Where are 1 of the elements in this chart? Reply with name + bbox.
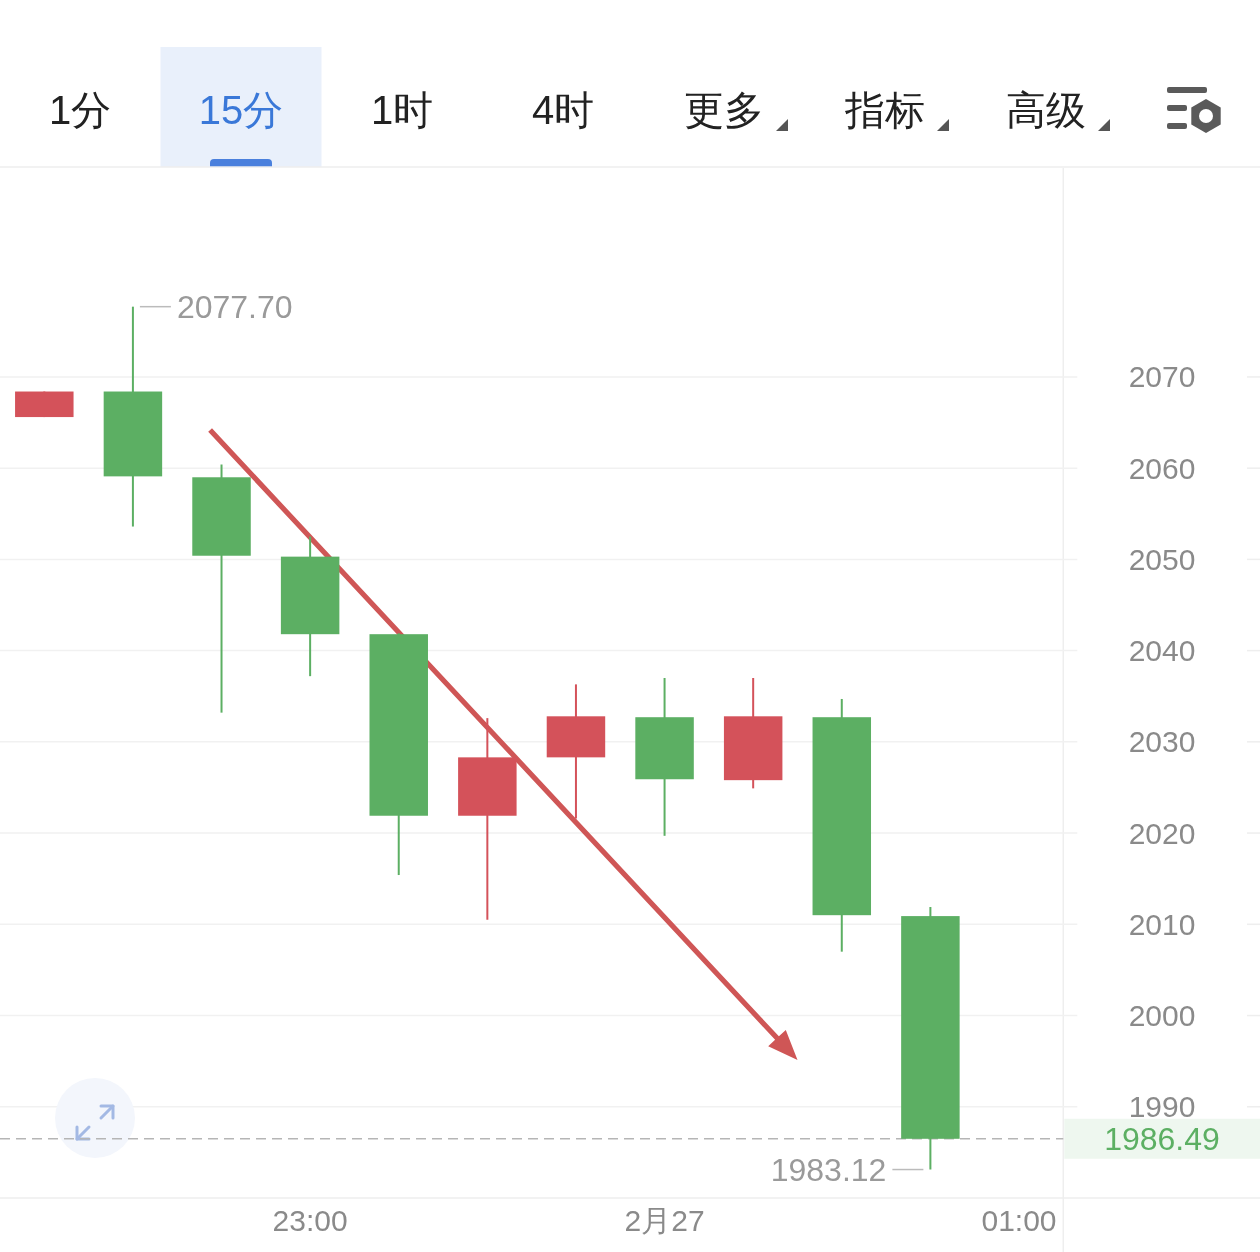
ref-line-label: 1986.49 [1104, 1120, 1220, 1157]
